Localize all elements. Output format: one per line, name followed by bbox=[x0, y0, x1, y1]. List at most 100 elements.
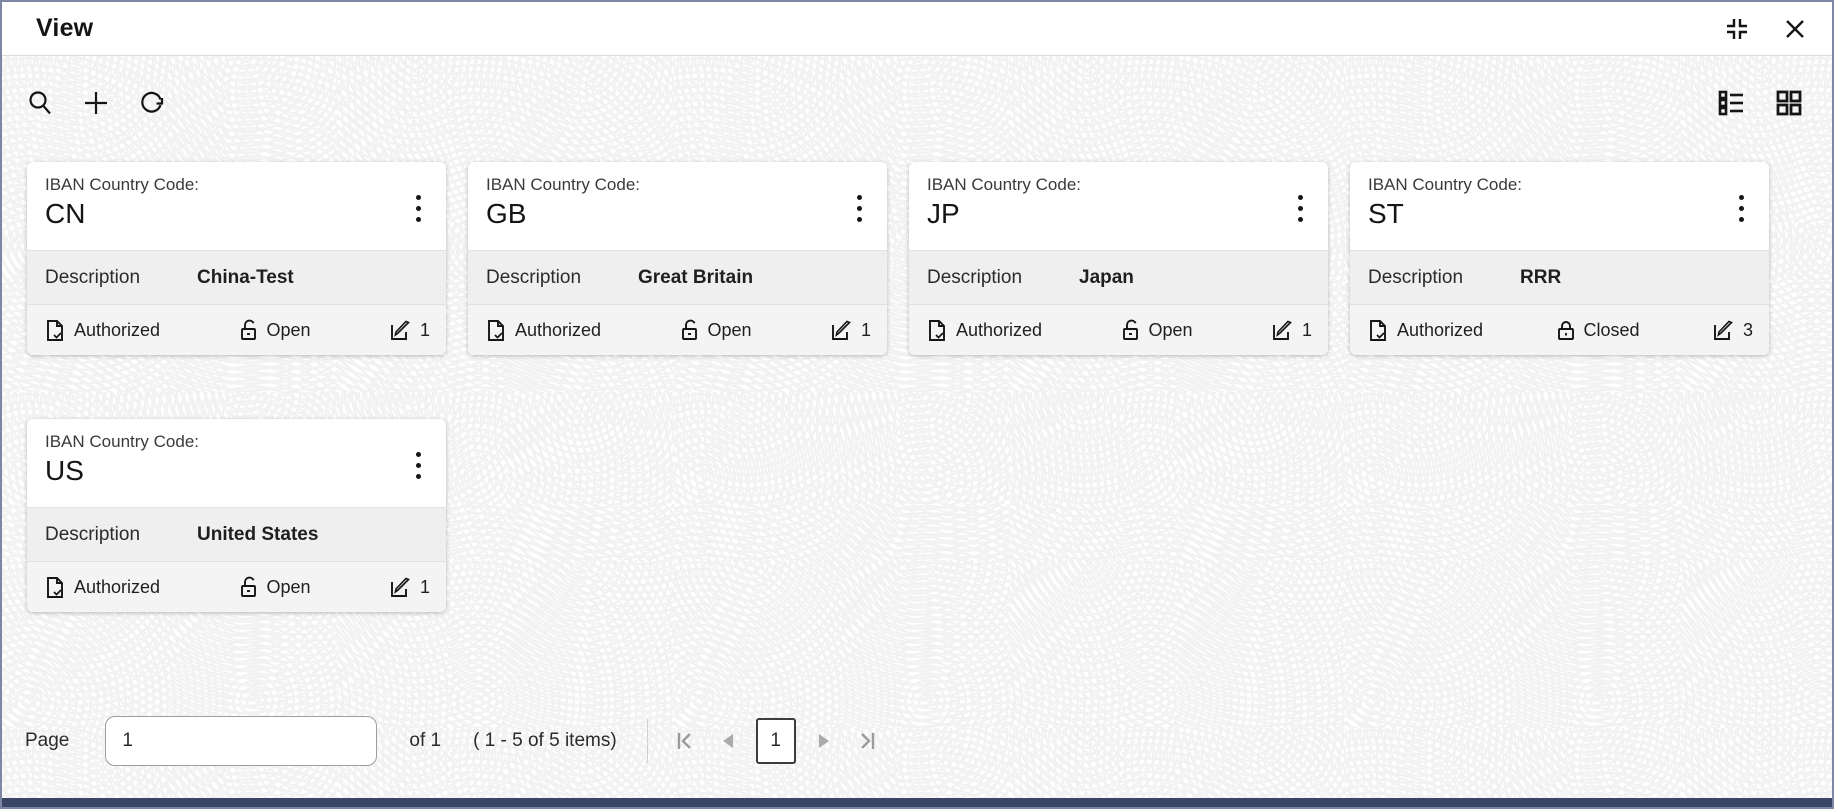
padlock-open-icon bbox=[240, 576, 256, 597]
modification-count: 1 bbox=[1271, 319, 1312, 342]
record-status: Open bbox=[680, 319, 752, 342]
grid-view-icon[interactable] bbox=[1772, 86, 1806, 120]
status-row: Authorized Open 1 bbox=[27, 562, 446, 612]
document-check-icon bbox=[1370, 319, 1386, 341]
document-check-icon bbox=[929, 319, 945, 341]
card-label: IBAN Country Code: bbox=[1368, 175, 1523, 194]
modification-count: 1 bbox=[830, 319, 871, 342]
edit-square-icon bbox=[391, 577, 410, 597]
description-row: Description Great Britain bbox=[468, 250, 887, 305]
document-check-icon bbox=[47, 319, 63, 341]
description-row: Description United States bbox=[27, 507, 446, 562]
description-label: Description bbox=[45, 266, 141, 288]
pagination-divider bbox=[646, 719, 648, 763]
last-page-icon[interactable] bbox=[844, 724, 890, 758]
description-label: Description bbox=[927, 266, 1023, 288]
card-code: ST bbox=[1368, 198, 1404, 229]
edit-square-icon bbox=[1273, 320, 1292, 340]
record-status: Closed bbox=[1556, 319, 1640, 342]
description-row: Description Japan bbox=[909, 250, 1328, 305]
card-header: IBAN Country Code: GB bbox=[468, 162, 887, 250]
content-area: IBAN Country Code: CN Description China-… bbox=[2, 56, 1832, 798]
toolbar-left bbox=[24, 87, 168, 119]
description-row: Description China-Test bbox=[27, 250, 446, 305]
search-icon[interactable] bbox=[24, 87, 56, 119]
items-range-text: ( 1 - 5 of 5 items) bbox=[473, 730, 617, 751]
edit-square-icon bbox=[391, 320, 410, 340]
bottom-accent-bar bbox=[2, 798, 1832, 807]
resize-icon[interactable] bbox=[1722, 14, 1752, 44]
refresh-icon[interactable] bbox=[136, 87, 168, 119]
padlock-closed-icon bbox=[1557, 320, 1574, 340]
status-row: Authorized Closed 3 bbox=[1350, 305, 1769, 355]
card-label: IBAN Country Code: bbox=[45, 175, 200, 194]
card-header: IBAN Country Code: ST bbox=[1350, 162, 1769, 250]
status-row: Authorized Open 1 bbox=[909, 305, 1328, 355]
add-icon[interactable] bbox=[80, 87, 112, 119]
page-input[interactable] bbox=[105, 716, 378, 766]
iban-card-st: IBAN Country Code: ST Description RRR Au… bbox=[1350, 162, 1769, 355]
close-icon[interactable] bbox=[1782, 16, 1808, 42]
kebab-menu-icon[interactable] bbox=[404, 443, 432, 487]
authorized-status: Authorized bbox=[927, 319, 1042, 342]
pagination-bar: Page of 1 ( 1 - 5 of 5 items) 1 bbox=[2, 702, 1832, 798]
description-value: RRR bbox=[1520, 266, 1562, 288]
document-check-icon bbox=[488, 319, 504, 341]
authorized-status: Authorized bbox=[1368, 319, 1483, 342]
padlock-open-icon bbox=[681, 319, 697, 340]
card-header: IBAN Country Code: JP bbox=[909, 162, 1328, 250]
list-view-icon[interactable] bbox=[1714, 86, 1748, 120]
iban-card-us: IBAN Country Code: US Description United… bbox=[27, 419, 446, 612]
card-header: IBAN Country Code: CN bbox=[27, 162, 446, 250]
card-label: IBAN Country Code: bbox=[45, 432, 200, 451]
card-code: US bbox=[45, 455, 84, 486]
titlebar: View bbox=[2, 2, 1832, 56]
record-status: Open bbox=[239, 576, 311, 599]
page-label: Page bbox=[25, 730, 70, 751]
kebab-menu-icon[interactable] bbox=[1286, 186, 1314, 230]
authorized-status: Authorized bbox=[486, 319, 601, 342]
document-check-icon bbox=[47, 576, 63, 598]
card-code: CN bbox=[45, 198, 86, 229]
current-page-button[interactable]: 1 bbox=[755, 718, 796, 764]
toolbar bbox=[2, 56, 1832, 120]
card-header: IBAN Country Code: US bbox=[27, 419, 446, 507]
first-page-icon[interactable] bbox=[662, 724, 708, 758]
modification-count: 1 bbox=[389, 576, 430, 599]
description-label: Description bbox=[45, 523, 141, 545]
kebab-menu-icon[interactable] bbox=[1727, 186, 1755, 230]
description-label: Description bbox=[1368, 266, 1464, 288]
next-page-icon[interactable] bbox=[804, 726, 844, 756]
description-value: Japan bbox=[1079, 266, 1134, 288]
record-status: Open bbox=[1121, 319, 1193, 342]
page-title: View bbox=[36, 14, 94, 42]
iban-card-gb: IBAN Country Code: GB Description Great … bbox=[468, 162, 887, 355]
kebab-menu-icon[interactable] bbox=[845, 186, 873, 230]
card-code: GB bbox=[486, 198, 527, 229]
authorized-status: Authorized bbox=[45, 319, 160, 342]
previous-page-icon[interactable] bbox=[708, 726, 748, 756]
kebab-menu-icon[interactable] bbox=[404, 186, 432, 230]
card-label: IBAN Country Code: bbox=[486, 175, 641, 194]
iban-card-cn: IBAN Country Code: CN Description China-… bbox=[27, 162, 446, 355]
status-row: Authorized Open 1 bbox=[468, 305, 887, 355]
card-code: JP bbox=[927, 198, 960, 229]
edit-square-icon bbox=[1714, 320, 1733, 340]
page-of-text: of 1 bbox=[409, 730, 442, 751]
card-grid: IBAN Country Code: CN Description China-… bbox=[2, 120, 1832, 702]
description-label: Description bbox=[486, 266, 582, 288]
pagination-controls: 1 bbox=[662, 718, 890, 764]
modification-count: 1 bbox=[389, 319, 430, 342]
description-value: Great Britain bbox=[638, 266, 754, 288]
record-status: Open bbox=[239, 319, 311, 342]
description-value: China-Test bbox=[197, 266, 294, 288]
status-row: Authorized Open 1 bbox=[27, 305, 446, 355]
modification-count: 3 bbox=[1712, 319, 1753, 342]
iban-card-jp: IBAN Country Code: JP Description Japan … bbox=[909, 162, 1328, 355]
titlebar-actions bbox=[1722, 14, 1808, 44]
padlock-open-icon bbox=[240, 319, 256, 340]
toolbar-right bbox=[1714, 86, 1806, 120]
authorized-status: Authorized bbox=[45, 576, 160, 599]
description-row: Description RRR bbox=[1350, 250, 1769, 305]
description-value: United States bbox=[197, 523, 319, 545]
